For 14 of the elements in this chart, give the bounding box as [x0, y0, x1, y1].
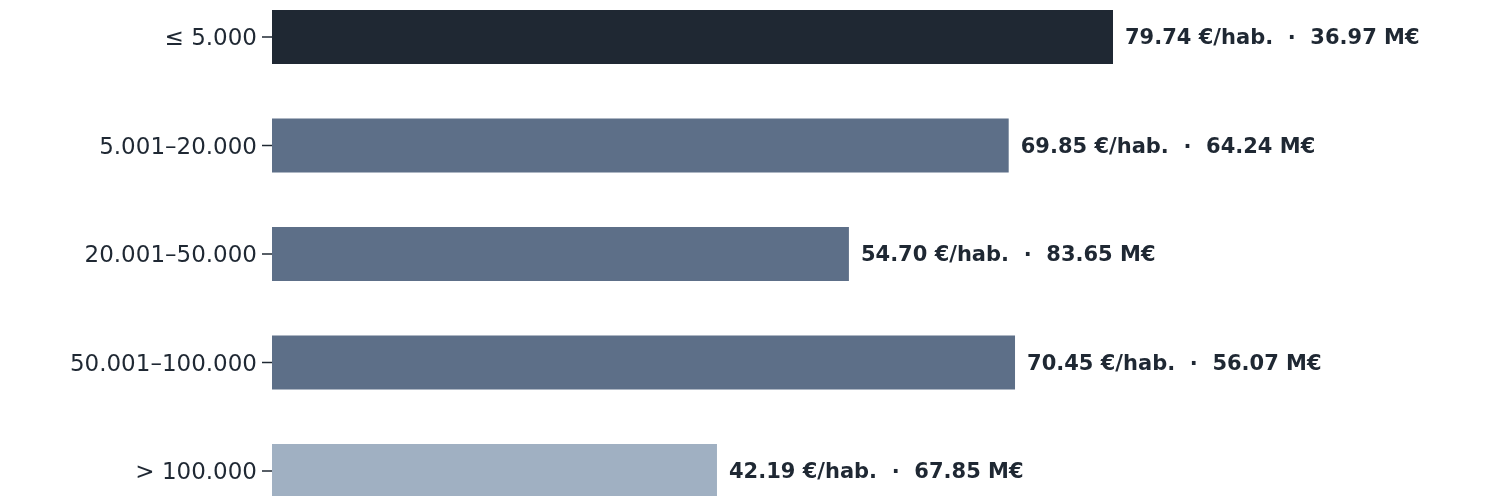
y-tick-label: 20.001–50.000 [84, 241, 257, 268]
y-tick-label: 5.001–20.000 [99, 132, 257, 159]
data-label: 79.74 €/hab. · 36.97 M€ [1125, 25, 1420, 50]
y-tick-label: 50.001–100.000 [69, 349, 257, 376]
data-label: 54.70 €/hab. · 83.65 M€ [860, 242, 1156, 267]
y-tick-label: > 100.000 [135, 458, 257, 485]
y-tick-label: ≤ 5.000 [164, 24, 257, 51]
data-label: 69.85 €/hab. · 64.24 M€ [1020, 133, 1316, 158]
bar [272, 335, 1016, 390]
bar [272, 118, 1009, 173]
data-label: 42.19 €/hab. · 67.85 M€ [728, 459, 1024, 484]
data-label: 70.45 €/hab. · 56.07 M€ [1027, 350, 1322, 375]
bar [272, 227, 849, 281]
bar [272, 444, 717, 496]
